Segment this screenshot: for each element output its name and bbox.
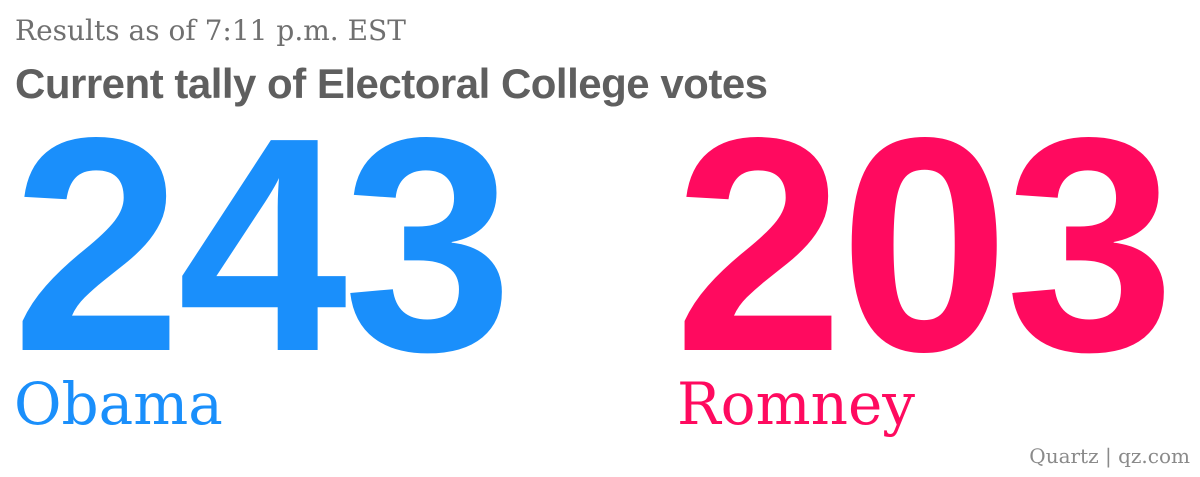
- obama-vote-count: 243: [12, 74, 513, 415]
- results-timestamp: Results as of 7:11 p.m. EST: [15, 14, 406, 47]
- obama-name-label: Obama: [14, 370, 223, 438]
- romney-vote-count: 203: [674, 74, 1175, 415]
- source-credit: Quartz | qz.com: [1029, 444, 1190, 468]
- romney-name-label: Romney: [677, 370, 916, 438]
- graphic-title: Current tally of Electoral College votes: [15, 60, 768, 107]
